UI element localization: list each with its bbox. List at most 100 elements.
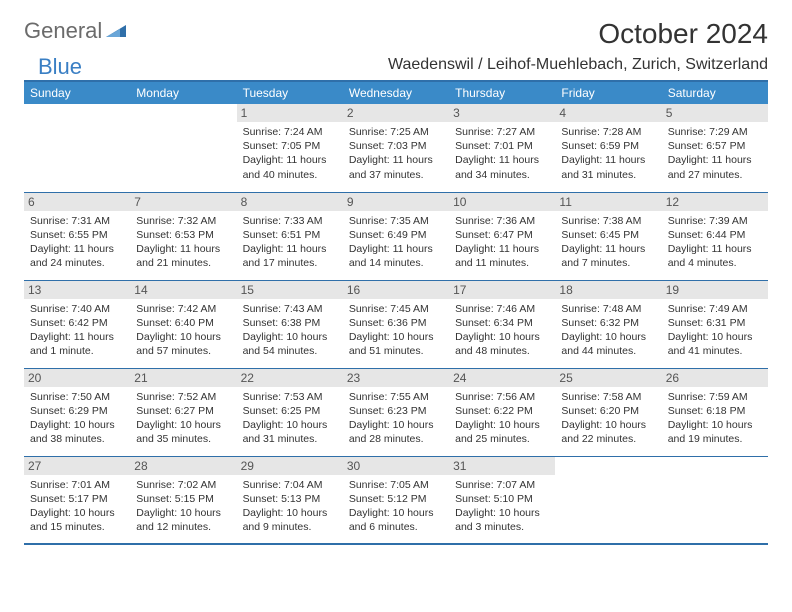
day-cell: 29Sunrise: 7:04 AMSunset: 5:13 PMDayligh… <box>237 456 343 544</box>
day-info-line: Sunrise: 7:28 AM <box>561 125 655 139</box>
day-number: 8 <box>237 193 343 211</box>
day-info: Sunrise: 7:25 AMSunset: 7:03 PMDaylight:… <box>349 125 443 182</box>
day-info: Sunrise: 7:33 AMSunset: 6:51 PMDaylight:… <box>243 214 337 271</box>
day-info-line: Daylight: 11 hours and 4 minutes. <box>668 242 762 270</box>
day-cell: 25Sunrise: 7:58 AMSunset: 6:20 PMDayligh… <box>555 368 661 456</box>
day-number: 19 <box>662 281 768 299</box>
day-info-line: Sunset: 6:44 PM <box>668 228 762 242</box>
day-info-line: Sunrise: 7:02 AM <box>136 478 230 492</box>
day-info-line: Daylight: 11 hours and 31 minutes. <box>561 153 655 181</box>
day-info-line: Daylight: 10 hours and 38 minutes. <box>30 418 124 446</box>
day-info: Sunrise: 7:38 AMSunset: 6:45 PMDaylight:… <box>561 214 655 271</box>
logo: General <box>24 18 128 44</box>
month-title: October 2024 <box>598 18 768 50</box>
day-info-line: Sunrise: 7:24 AM <box>243 125 337 139</box>
day-number: 27 <box>24 457 130 475</box>
day-info-line: Sunrise: 7:32 AM <box>136 214 230 228</box>
day-info-line: Sunrise: 7:25 AM <box>349 125 443 139</box>
day-info-line: Sunrise: 7:45 AM <box>349 302 443 316</box>
day-number: 11 <box>555 193 661 211</box>
day-number: 12 <box>662 193 768 211</box>
day-number: 10 <box>449 193 555 211</box>
day-number: 23 <box>343 369 449 387</box>
logo-triangle-icon <box>106 21 126 42</box>
day-info-line: Sunrise: 7:35 AM <box>349 214 443 228</box>
calendar-body: ....1Sunrise: 7:24 AMSunset: 7:05 PMDayl… <box>24 104 768 544</box>
day-number: 9 <box>343 193 449 211</box>
day-info-line: Sunset: 5:13 PM <box>243 492 337 506</box>
day-cell: 24Sunrise: 7:56 AMSunset: 6:22 PMDayligh… <box>449 368 555 456</box>
day-info-line: Daylight: 10 hours and 12 minutes. <box>136 506 230 534</box>
day-number: 22 <box>237 369 343 387</box>
week-row: 20Sunrise: 7:50 AMSunset: 6:29 PMDayligh… <box>24 368 768 456</box>
day-cell: 31Sunrise: 7:07 AMSunset: 5:10 PMDayligh… <box>449 456 555 544</box>
calendar-table: SundayMondayTuesdayWednesdayThursdayFrid… <box>24 80 768 545</box>
day-info-line: Sunset: 7:03 PM <box>349 139 443 153</box>
day-info-line: Sunset: 6:51 PM <box>243 228 337 242</box>
day-info-line: Daylight: 11 hours and 1 minute. <box>30 330 124 358</box>
day-number: 16 <box>343 281 449 299</box>
day-info-line: Sunset: 5:10 PM <box>455 492 549 506</box>
day-cell: 9Sunrise: 7:35 AMSunset: 6:49 PMDaylight… <box>343 192 449 280</box>
day-info-line: Daylight: 10 hours and 9 minutes. <box>243 506 337 534</box>
day-info-line: Daylight: 10 hours and 6 minutes. <box>349 506 443 534</box>
day-info-line: Daylight: 10 hours and 19 minutes. <box>668 418 762 446</box>
day-number: 6 <box>24 193 130 211</box>
day-header: Saturday <box>662 81 768 104</box>
day-info: Sunrise: 7:01 AMSunset: 5:17 PMDaylight:… <box>30 478 124 535</box>
day-info: Sunrise: 7:43 AMSunset: 6:38 PMDaylight:… <box>243 302 337 359</box>
day-info-line: Daylight: 10 hours and 31 minutes. <box>243 418 337 446</box>
day-cell: 12 Sunrise: 7:39 AMSunset: 6:44 PMDayligh… <box>662 192 768 280</box>
day-info: Sunrise: 7:53 AMSunset: 6:25 PMDaylight:… <box>243 390 337 447</box>
day-info-line: Daylight: 10 hours and 48 minutes. <box>455 330 549 358</box>
day-cell: 4Sunrise: 7:28 AMSunset: 6:59 PMDaylight… <box>555 104 661 192</box>
day-cell: 7Sunrise: 7:32 AMSunset: 6:53 PMDaylight… <box>130 192 236 280</box>
day-cell: 11 Sunrise: 7:38 AMSunset: 6:45 PMDayligh… <box>555 192 661 280</box>
day-info-line: Sunrise: 7:38 AM <box>561 214 655 228</box>
day-info-line: Sunset: 6:38 PM <box>243 316 337 330</box>
day-info-line: Sunrise: 7:52 AM <box>136 390 230 404</box>
day-number: 4 <box>555 104 661 122</box>
day-info-line: Sunset: 6:31 PM <box>668 316 762 330</box>
day-header: Tuesday <box>237 81 343 104</box>
day-info-line: Sunrise: 7:48 AM <box>561 302 655 316</box>
day-cell: 5Sunrise: 7:29 AMSunset: 6:57 PMDaylight… <box>662 104 768 192</box>
day-number: 17 <box>449 281 555 299</box>
day-info-line: Daylight: 11 hours and 21 minutes. <box>136 242 230 270</box>
day-cell: .. <box>24 104 130 192</box>
day-cell: 15Sunrise: 7:43 AMSunset: 6:38 PMDayligh… <box>237 280 343 368</box>
day-cell: 16Sunrise: 7:45 AMSunset: 6:36 PMDayligh… <box>343 280 449 368</box>
day-info-line: Sunset: 6:53 PM <box>136 228 230 242</box>
day-info: Sunrise: 7:24 AMSunset: 7:05 PMDaylight:… <box>243 125 337 182</box>
day-info-line: Daylight: 10 hours and 15 minutes. <box>30 506 124 534</box>
day-cell: 27 Sunrise: 7:01 AMSunset: 5:17 PMDayligh… <box>24 456 130 544</box>
day-info-line: Sunset: 7:05 PM <box>243 139 337 153</box>
day-info: Sunrise: 7:32 AMSunset: 6:53 PMDaylight:… <box>136 214 230 271</box>
day-info-line: Sunset: 7:01 PM <box>455 139 549 153</box>
day-info-line: Sunrise: 7:31 AM <box>30 214 124 228</box>
day-info-line: Sunrise: 7:50 AM <box>30 390 124 404</box>
day-info-line: Sunrise: 7:58 AM <box>561 390 655 404</box>
day-cell: 1Sunrise: 7:24 AMSunset: 7:05 PMDaylight… <box>237 104 343 192</box>
day-info: Sunrise: 7:56 AMSunset: 6:22 PMDaylight:… <box>455 390 549 447</box>
day-info: Sunrise: 7:07 AMSunset: 5:10 PMDaylight:… <box>455 478 549 535</box>
day-info: Sunrise: 7:52 AMSunset: 6:27 PMDaylight:… <box>136 390 230 447</box>
day-number: 28 <box>130 457 236 475</box>
day-info: Sunrise: 7:27 AMSunset: 7:01 PMDaylight:… <box>455 125 549 182</box>
day-cell: 17Sunrise: 7:46 AMSunset: 6:34 PMDayligh… <box>449 280 555 368</box>
day-cell: 26Sunrise: 7:59 AMSunset: 6:18 PMDayligh… <box>662 368 768 456</box>
day-number: 25 <box>555 369 661 387</box>
day-info-line: Daylight: 11 hours and 34 minutes. <box>455 153 549 181</box>
day-number: 20 <box>24 369 130 387</box>
day-info-line: Sunset: 6:27 PM <box>136 404 230 418</box>
day-header: Sunday <box>24 81 130 104</box>
day-number: 18 <box>555 281 661 299</box>
day-info-line: Sunset: 5:15 PM <box>136 492 230 506</box>
day-info-line: Sunrise: 7:55 AM <box>349 390 443 404</box>
day-info-line: Daylight: 11 hours and 7 minutes. <box>561 242 655 270</box>
day-cell: 21Sunrise: 7:52 AMSunset: 6:27 PMDayligh… <box>130 368 236 456</box>
day-info: Sunrise: 7:49 AMSunset: 6:31 PMDaylight:… <box>668 302 762 359</box>
day-info: Sunrise: 7:39 AMSunset: 6:44 PMDaylight:… <box>668 214 762 271</box>
day-cell: 19 Sunrise: 7:49 AMSunset: 6:31 PMDayligh… <box>662 280 768 368</box>
day-info-line: Sunrise: 7:43 AM <box>243 302 337 316</box>
